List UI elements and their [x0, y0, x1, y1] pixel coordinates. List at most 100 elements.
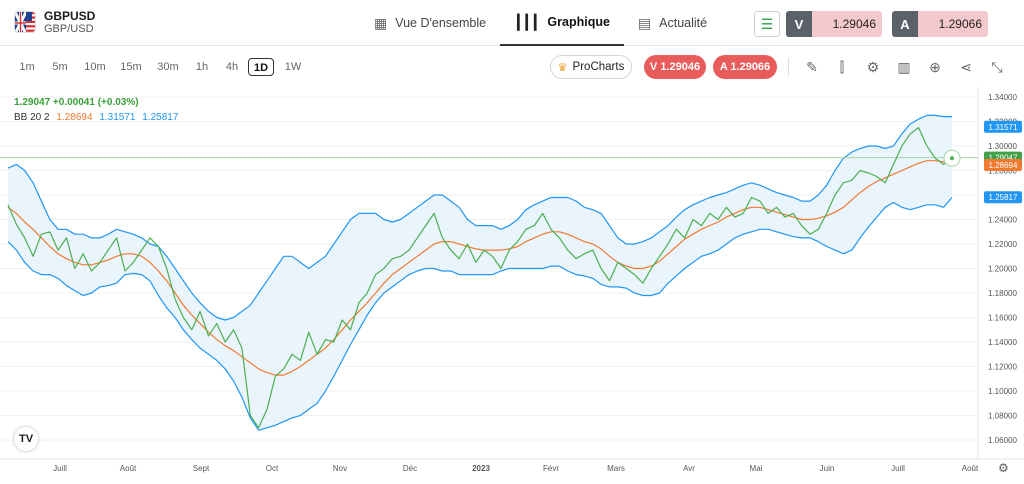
x-tick-label: Déc — [403, 464, 417, 473]
x-tick-label: Mai — [750, 464, 763, 473]
bb-label: BB 20 2 — [14, 112, 50, 123]
bb-lower-line — [7, 197, 953, 431]
order-list-button[interactable]: ☰ — [754, 11, 780, 37]
x-tick-label: Juin — [820, 464, 835, 473]
price-tag-mid — [984, 158, 1022, 171]
y-tick-label: 1.20000 — [988, 265, 1017, 274]
timeframe-1h[interactable]: 1h — [195, 61, 209, 73]
bb-mid-value: 1.28694 — [56, 112, 93, 123]
tab-overview[interactable]: ▦ Vue D'ensemble — [360, 0, 500, 46]
price-tag-label: 1.29047 — [989, 154, 1018, 163]
bollinger-band-fill — [8, 115, 952, 431]
y-tick-label: 1.10000 — [988, 387, 1017, 396]
x-tick-label: Sept — [193, 464, 210, 473]
uk-us-flag-icon — [14, 11, 36, 33]
x-tick-label: Oct — [266, 464, 279, 473]
y-tick-label: 1.16000 — [988, 314, 1017, 323]
time-axis[interactable]: Juill Août Sept Oct Nov Déc 2023 Févr Mars Avr Mai… — [53, 464, 979, 473]
y-tick-label: 1.12000 — [988, 363, 1017, 372]
sell-button[interactable]: V 1.29046 — [786, 11, 882, 37]
x-tick-label: Août — [962, 464, 979, 473]
x-tick-label: 2023 — [472, 464, 490, 473]
tab-chart[interactable]: ┃┃┃ Graphique — [500, 0, 624, 46]
indicator-icon[interactable]: ⫿ — [839, 59, 845, 75]
x-tick-label: Juill — [891, 464, 905, 473]
timeframe-10m[interactable]: 10m — [84, 61, 106, 73]
price-tag-label: 1.31571 — [989, 123, 1018, 132]
price-tag-label: 1.28694 — [989, 161, 1018, 170]
y-tick-label: 1.06000 — [988, 436, 1017, 445]
price-legend: 1.29047 +0.00041 (+0.03%) — [14, 97, 139, 108]
bb-mid-line — [7, 160, 952, 376]
last-price-marker — [943, 149, 961, 167]
tab-news-label: Actualité — [659, 16, 708, 30]
bb-upper-value: 1.31571 — [99, 112, 136, 123]
settings-icon[interactable]: ⚙ — [866, 59, 880, 75]
symbol-name: GBPUSD — [44, 9, 96, 23]
tab-news[interactable]: ▤ Actualité — [624, 0, 721, 46]
x-tick-label: Avr — [683, 464, 695, 473]
crown-icon: ♛ — [557, 61, 568, 74]
bb-upper-line — [7, 114, 952, 321]
timeframe-4h[interactable]: 4h — [225, 61, 239, 73]
bb-lower-value: 1.25817 — [142, 112, 179, 123]
toolbar-divider — [788, 58, 789, 76]
x-tick-label: Juill — [53, 464, 67, 473]
buy-letter: A — [892, 11, 918, 37]
last-point — [950, 156, 954, 161]
main-tabs: ▦ Vue D'ensemble ┃┃┃ Graphique ▤ Actuali… — [360, 0, 721, 46]
x-tick-label: Mars — [607, 464, 625, 473]
tab-overview-label: Vue D'ensemble — [395, 16, 487, 30]
buy-button[interactable]: A 1.29066 — [892, 11, 988, 37]
procharts-button[interactable]: ♛ ProCharts — [550, 55, 632, 79]
buy-pill-button[interactable]: A 1.29066 — [713, 55, 777, 79]
y-tick-label: 1.22000 — [988, 240, 1017, 249]
x-tick-label: Nov — [333, 464, 347, 473]
instrument-selector[interactable]: GBPUSD GBP/USD — [14, 9, 95, 35]
chart-toolbar: 1m 5m 10m 15m 30m 1h 4h 1D 1W ♛ ProChart… — [0, 48, 1024, 86]
timeframe-30m[interactable]: 30m — [157, 61, 179, 73]
axis-settings-icon[interactable]: ⚙ — [998, 461, 1009, 475]
timeframe-5m[interactable]: 5m — [52, 61, 68, 73]
list-add-icon: ☰ — [760, 15, 774, 32]
chart-type-icon[interactable]: ▥ — [897, 59, 911, 75]
top-bar: GBPUSD GBP/USD ▦ Vue D'ensemble ┃┃┃ Grap… — [0, 0, 1024, 46]
candles-icon: ┃┃┃ — [514, 13, 540, 30]
tab-chart-label: Graphique — [547, 15, 610, 29]
pencil-icon[interactable]: ✎ — [806, 59, 818, 75]
price-tag-label: 1.25817 — [989, 193, 1018, 202]
timeframe-1d[interactable]: 1D — [248, 58, 274, 76]
close-price-line — [7, 127, 953, 429]
timeframe-15m[interactable]: 15m — [120, 61, 142, 73]
news-icon: ▤ — [637, 14, 652, 31]
sell-letter: V — [786, 11, 812, 37]
sell-price: 1.29046 — [812, 11, 882, 37]
timeframe-1m[interactable]: 1m — [19, 61, 35, 73]
timeframe-1w[interactable]: 1W — [284, 61, 302, 73]
y-tick-label: 1.14000 — [988, 338, 1017, 347]
bb-legend: BB 20 2 1.28694 1.31571 1.25817 — [14, 112, 182, 123]
price-tag-lower — [984, 191, 1022, 204]
price-chart[interactable]: 1.340001.320001.300001.280001.260001.240… — [0, 87, 1024, 479]
chart-canvas[interactable]: 1.340001.320001.300001.280001.260001.240… — [0, 87, 1024, 479]
procharts-label: ProCharts — [572, 61, 625, 73]
grid-icon: ▦ — [374, 14, 388, 31]
y-tick-label: 1.24000 — [988, 216, 1017, 225]
share-icon[interactable]: ⋖ — [960, 59, 972, 75]
y-tick-label: 1.34000 — [988, 93, 1017, 102]
y-tick-label: 1.28000 — [988, 167, 1017, 176]
sell-pill-button[interactable]: V 1.29046 — [644, 55, 706, 79]
symbol-subtitle: GBP/USD — [44, 23, 94, 35]
y-tick-label: 1.30000 — [988, 142, 1017, 151]
x-tick-label: Août — [120, 464, 137, 473]
price-axis[interactable]: 1.340001.320001.300001.280001.260001.240… — [988, 93, 1017, 445]
y-tick-label: 1.18000 — [988, 289, 1017, 298]
x-tick-label: Févr — [543, 464, 559, 473]
add-icon[interactable]: ⊕ — [929, 59, 941, 75]
buy-price: 1.29066 — [918, 11, 988, 37]
collapse-icon[interactable]: ⤡ — [991, 59, 1003, 75]
price-tag-upper — [984, 120, 1022, 133]
tradingview-logo-icon[interactable]: TV — [14, 427, 38, 451]
y-tick-label: 1.08000 — [988, 412, 1017, 421]
